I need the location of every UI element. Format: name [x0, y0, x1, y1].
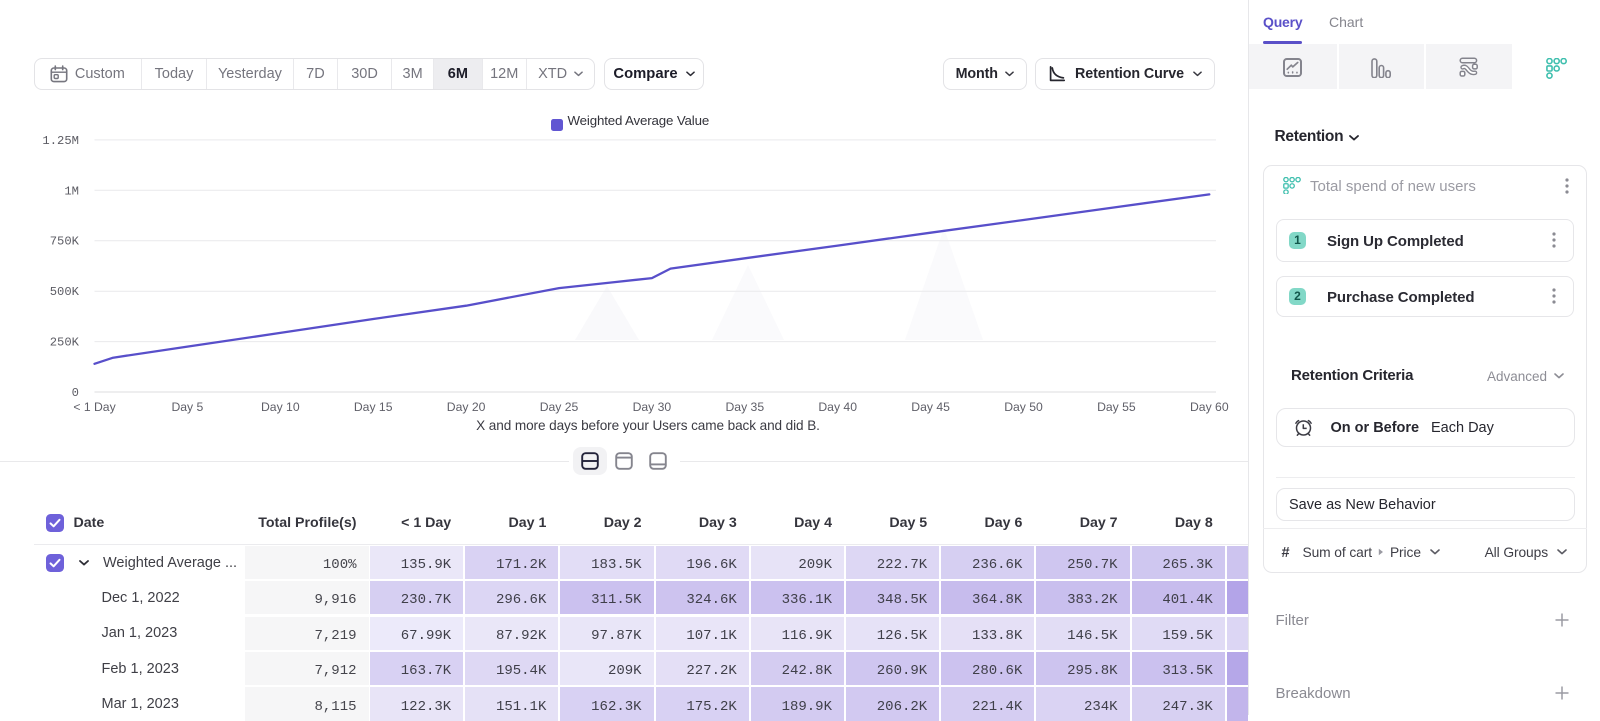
svg-text:0: 0 — [72, 386, 79, 400]
svg-text:1M: 1M — [64, 184, 79, 198]
svg-text:Day 25: Day 25 — [540, 400, 579, 414]
svg-text:Day 40: Day 40 — [818, 400, 857, 414]
svg-text:Day 50: Day 50 — [1004, 400, 1043, 414]
svg-text:1.25M: 1.25M — [42, 134, 79, 148]
svg-text:Day 5: Day 5 — [171, 400, 203, 414]
svg-text:Day 10: Day 10 — [261, 400, 300, 414]
svg-text:Day 45: Day 45 — [911, 400, 950, 414]
svg-text:Day 35: Day 35 — [725, 400, 764, 414]
svg-text:Day 55: Day 55 — [1097, 400, 1136, 414]
svg-text:Day 20: Day 20 — [447, 400, 486, 414]
svg-text:Day 15: Day 15 — [354, 400, 393, 414]
svg-text:Day 30: Day 30 — [633, 400, 672, 414]
svg-text:Day 60: Day 60 — [1190, 400, 1229, 414]
svg-text:500K: 500K — [50, 285, 80, 299]
svg-text:250K: 250K — [50, 336, 80, 350]
svg-text:750K: 750K — [50, 235, 80, 249]
svg-text:< 1 Day: < 1 Day — [73, 400, 116, 414]
